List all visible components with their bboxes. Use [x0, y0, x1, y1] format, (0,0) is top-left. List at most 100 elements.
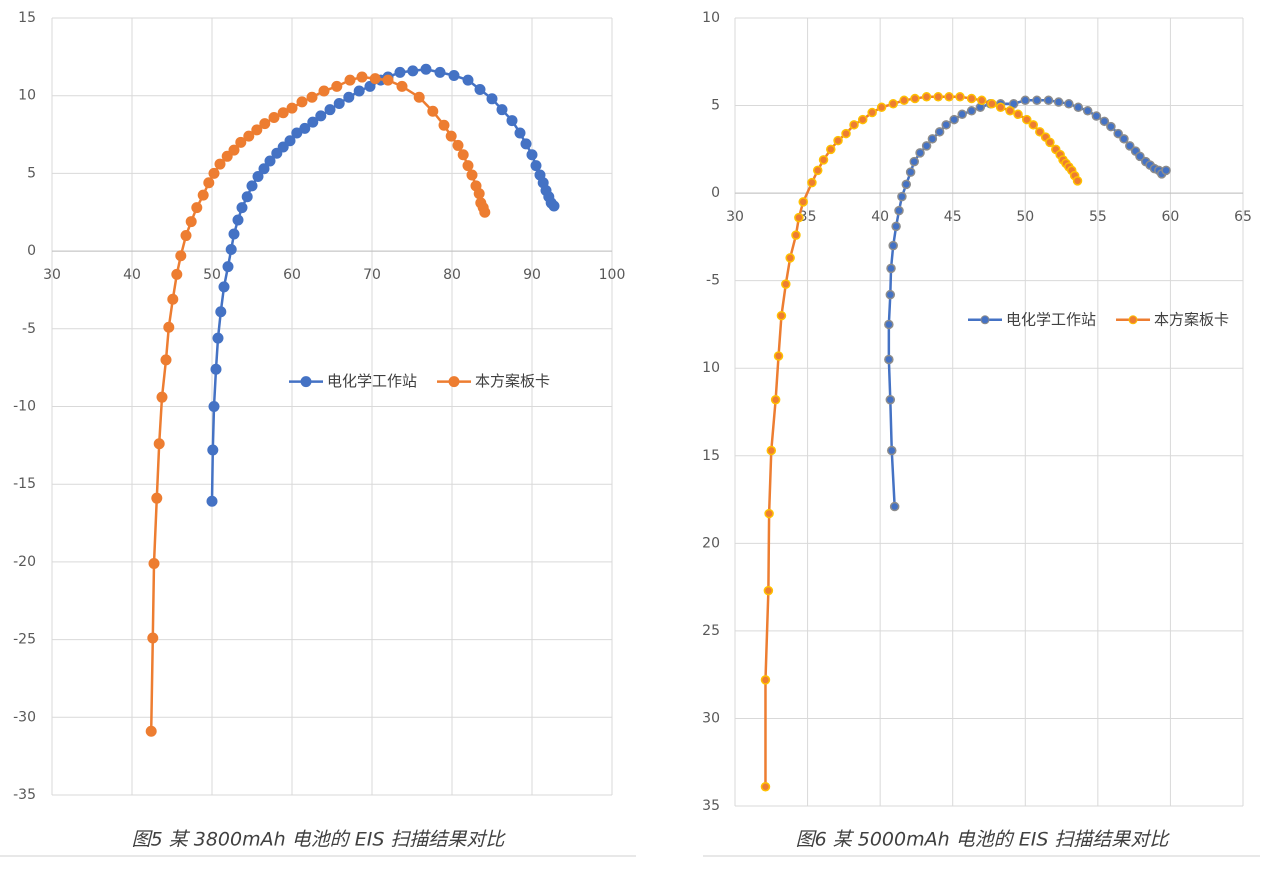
data-point: [1032, 95, 1042, 106]
data-point: [175, 250, 187, 262]
data-point: [987, 99, 997, 109]
data-point: [949, 114, 959, 125]
data-point: [466, 169, 478, 181]
data-point: [1091, 111, 1102, 121]
data-point: [1005, 106, 1015, 116]
y-tick-label: -15: [13, 476, 36, 492]
legend-label: 电化学工作站: [1006, 310, 1096, 328]
data-point: [145, 725, 157, 737]
data-point: [232, 214, 244, 226]
data-point: [876, 102, 887, 113]
data-point: [889, 501, 900, 512]
data-point: [420, 63, 432, 75]
data-point: [243, 130, 255, 142]
data-point: [520, 138, 532, 150]
data-point: [776, 310, 787, 321]
data-point: [315, 110, 327, 122]
data-point: [901, 179, 912, 190]
data-point: [413, 91, 425, 103]
legend-swatch: [1128, 315, 1138, 325]
y-tick-label: -20: [13, 554, 36, 570]
data-point: [888, 99, 898, 109]
x-tick-label: 30: [726, 209, 744, 225]
x-tick-label: 60: [283, 267, 301, 283]
data-point: [1064, 99, 1074, 109]
data-point: [252, 171, 264, 183]
data-point: [957, 109, 967, 120]
y-tick-label: 10: [702, 360, 720, 376]
data-point: [434, 66, 446, 78]
data-point: [452, 139, 464, 151]
y-tick-label: 5: [27, 165, 36, 181]
data-point: [884, 354, 894, 365]
data-point: [151, 492, 163, 504]
series-line: [887, 99, 1167, 507]
x-tick-label: 80: [443, 267, 461, 283]
data-point: [180, 230, 192, 242]
data-point: [867, 107, 877, 118]
data-point: [333, 97, 345, 109]
data-point: [277, 107, 289, 119]
y-tick-label: 0: [711, 185, 720, 201]
data-point: [343, 91, 355, 103]
data-point: [382, 74, 394, 86]
data-point: [966, 106, 977, 116]
data-point: [791, 230, 801, 240]
data-point: [886, 263, 896, 274]
data-point: [353, 85, 365, 97]
legend-swatch: [980, 315, 990, 325]
data-point: [1099, 116, 1110, 127]
data-point: [212, 332, 224, 344]
data-point: [210, 363, 222, 375]
data-point: [225, 244, 237, 256]
data-point: [899, 95, 909, 106]
data-point: [396, 80, 408, 92]
data-point: [299, 122, 311, 134]
data-point: [760, 675, 771, 685]
y-tick-label: 10: [702, 10, 720, 26]
data-point: [364, 80, 376, 92]
data-point: [897, 191, 907, 202]
y-tick-label: 15: [18, 10, 36, 26]
data-point: [448, 69, 460, 81]
data-point: [891, 221, 901, 232]
x-tick-label: 70: [363, 267, 381, 283]
x-tick-label: 100: [599, 267, 626, 283]
data-point: [927, 134, 938, 144]
data-point: [888, 240, 898, 251]
data-point: [307, 116, 319, 128]
data-point: [236, 202, 248, 214]
data-point: [268, 111, 280, 123]
data-point: [1073, 102, 1084, 113]
legend-label: 本方案板卡: [475, 372, 550, 390]
data-point: [1113, 128, 1123, 139]
data-point: [785, 253, 795, 263]
data-point: [228, 228, 240, 240]
y-tick-label: -5: [22, 321, 36, 337]
data-point: [548, 200, 560, 212]
data-point: [197, 189, 209, 201]
legend-swatch: [300, 376, 312, 388]
data-point: [318, 85, 330, 97]
x-tick-label: 65: [1234, 209, 1252, 225]
x-tick-label: 90: [523, 267, 541, 283]
data-point: [1072, 176, 1083, 186]
data-point: [462, 160, 474, 172]
data-point: [798, 197, 808, 207]
data-point: [887, 445, 897, 456]
data-point: [206, 495, 218, 507]
data-point: [1119, 134, 1129, 144]
data-point: [1082, 106, 1093, 116]
data-point: [760, 781, 771, 792]
data-point: [1013, 109, 1023, 120]
data-point: [1043, 95, 1054, 106]
series-line: [764, 95, 1079, 787]
y-tick-label: 20: [702, 535, 720, 551]
data-point: [160, 354, 172, 366]
y-tick-label: 5: [711, 98, 720, 114]
data-point: [933, 92, 943, 102]
data-point: [479, 206, 491, 218]
data-point: [474, 83, 486, 95]
